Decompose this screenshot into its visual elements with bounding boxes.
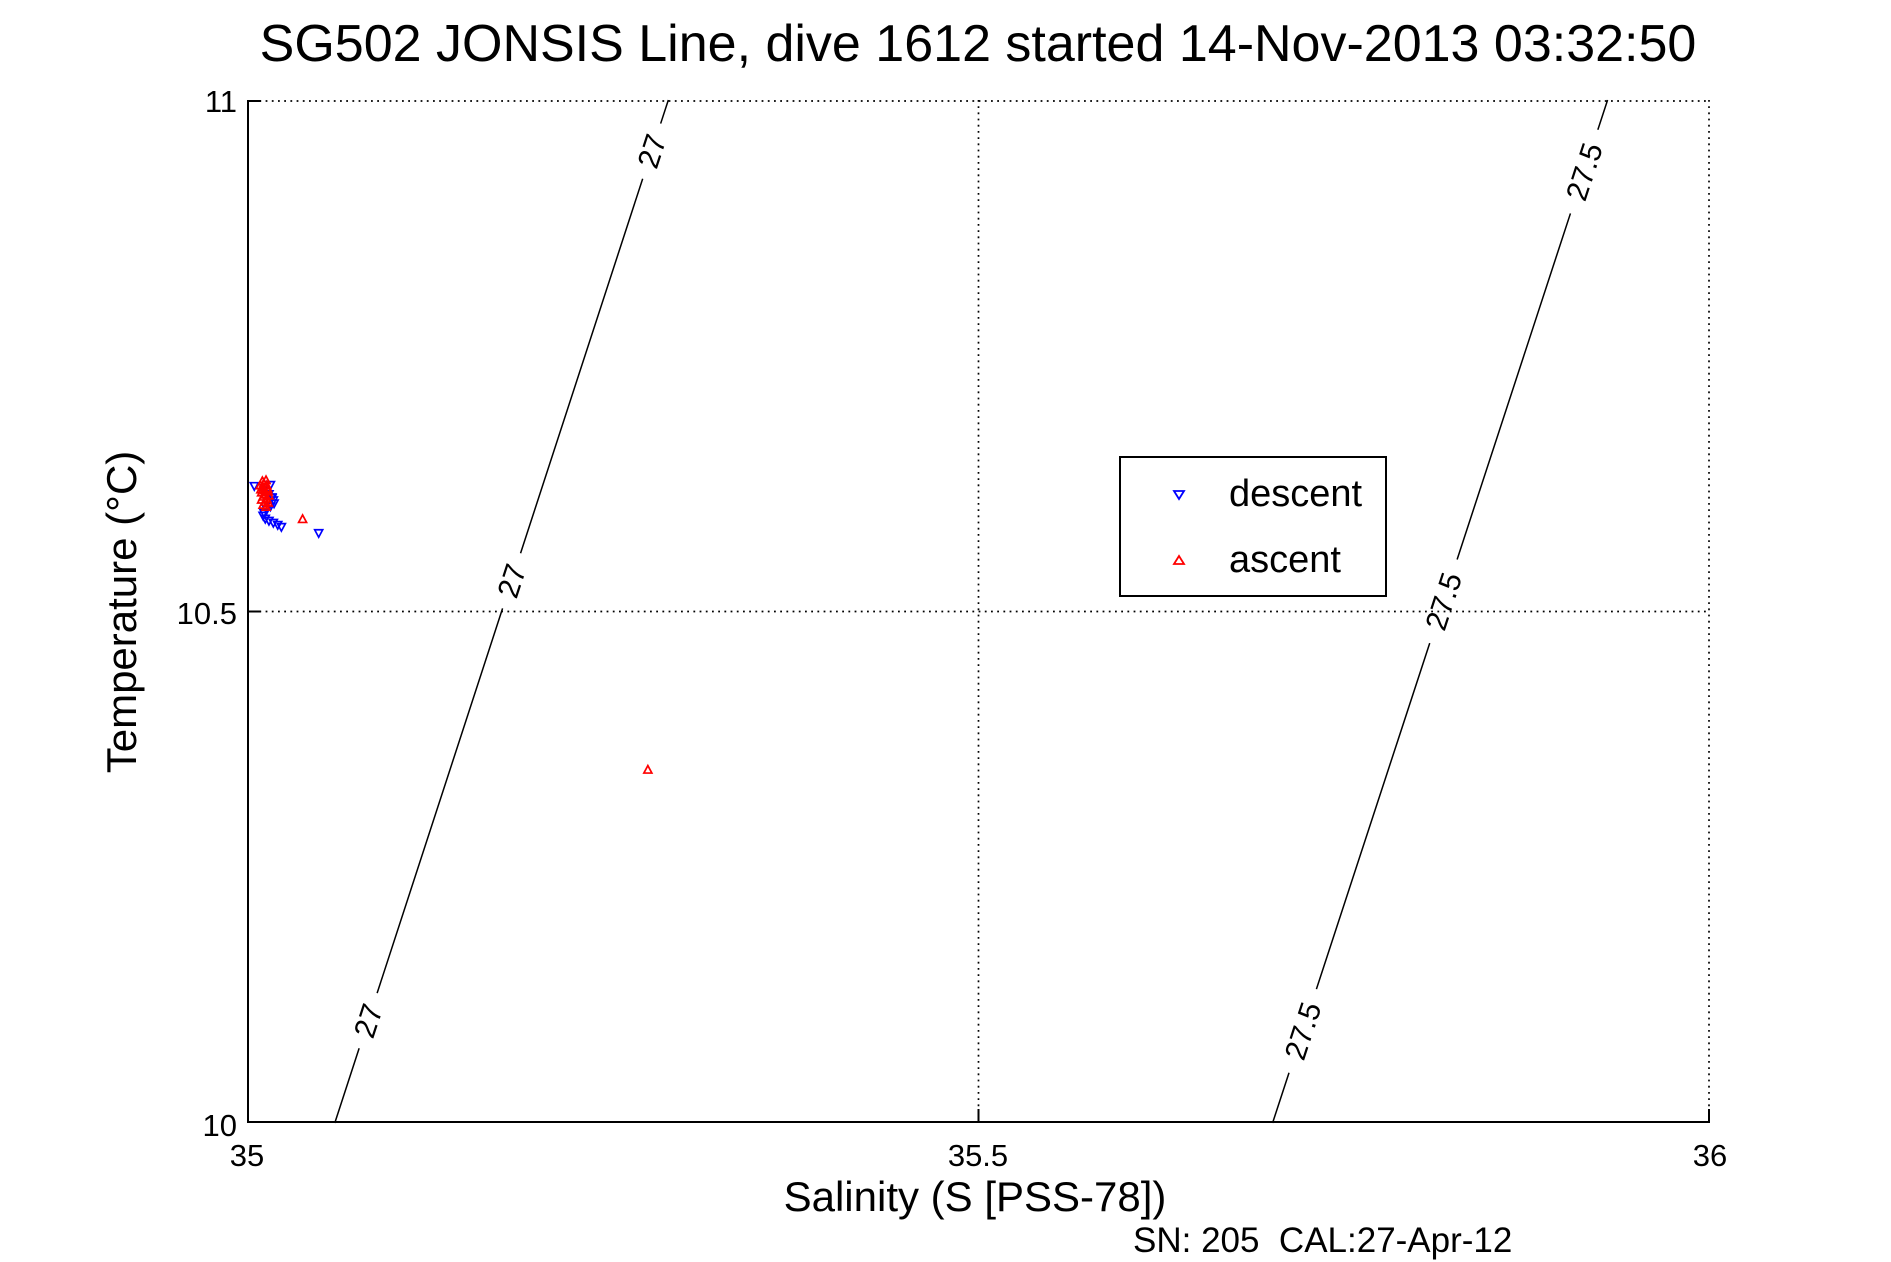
x-tick-label-35-5: 35.5 (947, 1138, 1009, 1173)
plot-canvas: 27 27 27 27.5 27.5 27.5 (247, 99, 1710, 1124)
legend-entry-descent: descent (1121, 466, 1385, 522)
svg-text:27: 27 (632, 130, 674, 172)
x-tick-label-35: 35 (229, 1138, 265, 1173)
plot-area: 27 27 27 27.5 27.5 27.5 (247, 99, 1710, 1124)
x-tick-label-36: 36 (1692, 1138, 1728, 1173)
x-axis-label: Salinity (S [PSS-78]) (783, 1173, 1167, 1220)
y-tick-label-10: 10 (202, 1108, 237, 1143)
triangle-down-icon (1172, 490, 1186, 501)
legend-label-ascent: ascent (1229, 539, 1341, 581)
chart-title: SG502 JONSIS Line, dive 1612 started 14-… (259, 15, 1697, 73)
sensor-calibration-note: SN: 205 CAL:27-Apr-12 (1133, 1221, 1513, 1260)
legend-label-descent: descent (1229, 473, 1363, 515)
y-axis-label: Temperature (°C) (98, 450, 145, 774)
svg-text:27.5: 27.5 (1279, 998, 1329, 1064)
legend-entry-ascent: ascent (1121, 532, 1385, 588)
legend: descent ascent (1119, 456, 1387, 597)
triangle-up-icon (1172, 554, 1186, 565)
svg-text:27.5: 27.5 (1420, 569, 1470, 635)
svg-text:27.5: 27.5 (1560, 139, 1610, 205)
y-tick-label-10-5: 10.5 (176, 596, 237, 631)
y-tick-label-11: 11 (204, 84, 237, 119)
svg-text:27: 27 (348, 1000, 390, 1042)
svg-text:27: 27 (492, 560, 534, 602)
